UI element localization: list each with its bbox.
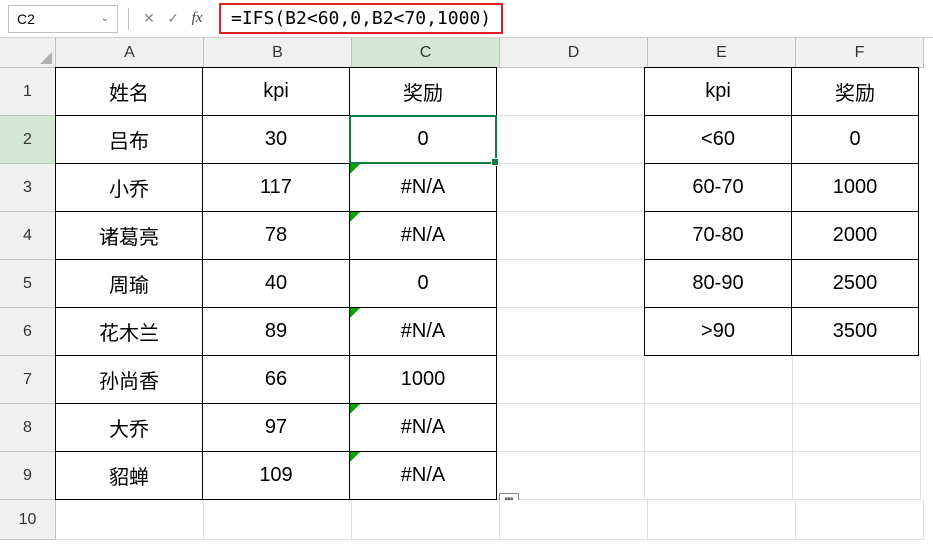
cell-d9[interactable]: ▦ — [497, 452, 645, 500]
cell-b6[interactable]: 89 — [202, 307, 350, 356]
formula-bar: C2 ⌄ ✕ ✓ fx =IFS(B2<60,0,B2<70,1000) — [0, 0, 933, 38]
table-row: 花木兰 89 #N/A >90 3500 — [56, 308, 924, 356]
cell-a6[interactable]: 花木兰 — [55, 307, 203, 356]
cell-e8[interactable] — [645, 404, 793, 452]
col-header-c[interactable]: C — [352, 38, 500, 68]
row-header-5[interactable]: 5 — [0, 260, 56, 308]
cell-b9[interactable]: 109 — [202, 451, 350, 500]
row-header-6[interactable]: 6 — [0, 308, 56, 356]
cell-a3[interactable]: 小乔 — [55, 163, 203, 212]
cell-a7[interactable]: 孙尚香 — [55, 355, 203, 404]
cell-c8[interactable]: #N/A — [349, 403, 497, 452]
col-header-a[interactable]: A — [56, 38, 204, 68]
cell-f4[interactable]: 2000 — [791, 211, 919, 260]
cell-d10[interactable] — [500, 500, 648, 540]
row-header-3[interactable]: 3 — [0, 164, 56, 212]
table-row: 周瑜 40 0 80-90 2500 — [56, 260, 924, 308]
cell-f7[interactable] — [793, 356, 921, 404]
cell-d4[interactable] — [497, 212, 645, 260]
cell-c3[interactable]: #N/A — [349, 163, 497, 212]
row-header-9[interactable]: 9 — [0, 452, 56, 500]
cell-a8[interactable]: 大乔 — [55, 403, 203, 452]
cell-f8[interactable] — [793, 404, 921, 452]
formula-input[interactable]: =IFS(B2<60,0,B2<70,1000) — [219, 3, 503, 34]
column-headers: A B C D E F — [56, 38, 924, 68]
cell-b1[interactable]: kpi — [202, 67, 350, 116]
row-header-10[interactable]: 10 — [0, 500, 56, 540]
select-all-corner[interactable] — [0, 38, 56, 68]
cell-c6[interactable]: #N/A — [349, 307, 497, 356]
table-row: 小乔 117 #N/A 60-70 1000 — [56, 164, 924, 212]
cell-b10[interactable] — [204, 500, 352, 540]
cell-b2[interactable]: 30 — [202, 115, 350, 164]
separator — [128, 8, 129, 30]
cell-e2[interactable]: <60 — [644, 115, 792, 164]
col-header-b[interactable]: B — [204, 38, 352, 68]
table-row: 貂蝉 109 #N/A ▦ — [56, 452, 924, 500]
cell-d2[interactable] — [497, 116, 645, 164]
cell-d6[interactable] — [497, 308, 645, 356]
cell-a1[interactable]: 姓名 — [55, 67, 203, 116]
col-header-e[interactable]: E — [648, 38, 796, 68]
cell-b5[interactable]: 40 — [202, 259, 350, 308]
col-header-d[interactable]: D — [500, 38, 648, 68]
cell-f1[interactable]: 奖励 — [791, 67, 919, 116]
name-box-value: C2 — [17, 11, 35, 27]
cell-f9[interactable] — [793, 452, 921, 500]
cell-e10[interactable] — [648, 500, 796, 540]
cell-a5[interactable]: 周瑜 — [55, 259, 203, 308]
table-row: 吕布 30 0 <60 0 — [56, 116, 924, 164]
fx-icon[interactable]: fx — [187, 9, 207, 29]
cell-e6[interactable]: >90 — [644, 307, 792, 356]
cell-d3[interactable] — [497, 164, 645, 212]
chevron-down-icon[interactable]: ⌄ — [101, 13, 109, 24]
row-header-8[interactable]: 8 — [0, 404, 56, 452]
cell-d1[interactable] — [497, 68, 645, 116]
cell-f5[interactable]: 2500 — [791, 259, 919, 308]
table-row: 姓名 kpi 奖励 kpi 奖励 — [56, 68, 924, 116]
cell-d5[interactable] — [497, 260, 645, 308]
table-row: 大乔 97 #N/A — [56, 404, 924, 452]
row-headers: 1 2 3 4 5 6 7 8 9 10 — [0, 68, 56, 540]
cell-f10[interactable] — [796, 500, 924, 540]
cell-c10[interactable] — [352, 500, 500, 540]
cell-e9[interactable] — [645, 452, 793, 500]
cell-c9[interactable]: #N/A — [349, 451, 497, 500]
cell-e5[interactable]: 80-90 — [644, 259, 792, 308]
cell-e1[interactable]: kpi — [644, 67, 792, 116]
cell-b4[interactable]: 78 — [202, 211, 350, 260]
cell-f6[interactable]: 3500 — [791, 307, 919, 356]
row-header-2[interactable]: 2 — [0, 116, 56, 164]
cell-c4[interactable]: #N/A — [349, 211, 497, 260]
row-header-4[interactable]: 4 — [0, 212, 56, 260]
cell-b8[interactable]: 97 — [202, 403, 350, 452]
cell-b3[interactable]: 117 — [202, 163, 350, 212]
cell-f2[interactable]: 0 — [791, 115, 919, 164]
cell-c7[interactable]: 1000 — [349, 355, 497, 404]
cell-f3[interactable]: 1000 — [791, 163, 919, 212]
cell-d8[interactable] — [497, 404, 645, 452]
cell-a9[interactable]: 貂蝉 — [55, 451, 203, 500]
cell-c1[interactable]: 奖励 — [349, 67, 497, 116]
col-header-f[interactable]: F — [796, 38, 924, 68]
cell-e7[interactable] — [645, 356, 793, 404]
cell-c2[interactable]: 0 — [349, 115, 497, 164]
row-header-1[interactable]: 1 — [0, 68, 56, 116]
confirm-icon[interactable]: ✓ — [163, 9, 183, 29]
table-row — [56, 500, 924, 540]
cell-a2[interactable]: 吕布 — [55, 115, 203, 164]
cell-a10[interactable] — [56, 500, 204, 540]
cell-d7[interactable] — [497, 356, 645, 404]
cell-e3[interactable]: 60-70 — [644, 163, 792, 212]
cells-area: 姓名 kpi 奖励 kpi 奖励 吕布 30 0 <60 0 小乔 117 #N… — [56, 68, 924, 540]
cell-b7[interactable]: 66 — [202, 355, 350, 404]
table-row: 诸葛亮 78 #N/A 70-80 2000 — [56, 212, 924, 260]
cell-a4[interactable]: 诸葛亮 — [55, 211, 203, 260]
name-box[interactable]: C2 ⌄ — [8, 5, 118, 33]
cell-e4[interactable]: 70-80 — [644, 211, 792, 260]
cell-c5[interactable]: 0 — [349, 259, 497, 308]
cancel-icon[interactable]: ✕ — [139, 9, 159, 29]
row-header-7[interactable]: 7 — [0, 356, 56, 404]
table-row: 孙尚香 66 1000 — [56, 356, 924, 404]
